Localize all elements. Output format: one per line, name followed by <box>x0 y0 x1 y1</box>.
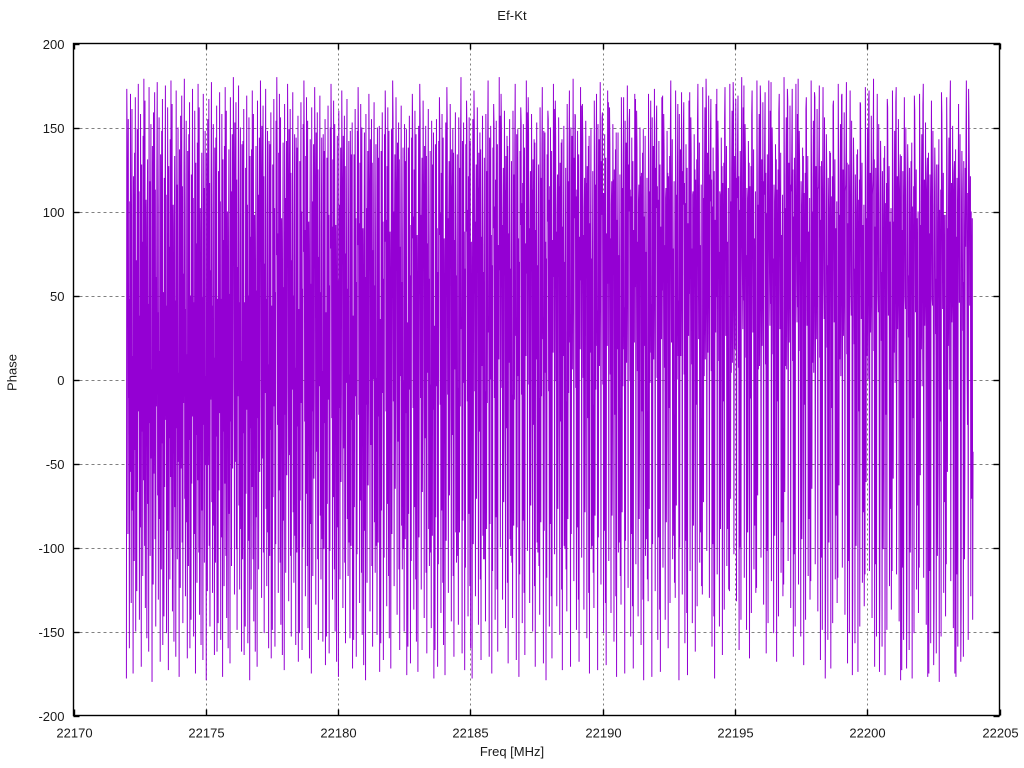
x-tick-label: 22205 <box>982 726 1018 741</box>
data-series-line <box>125 77 974 682</box>
y-tick-label: -150 <box>38 625 64 640</box>
x-tick-label: 22175 <box>188 726 224 741</box>
tick-marks-layer <box>73 43 1002 718</box>
plot-frame-border <box>72 42 1001 717</box>
x-tick-label: 22200 <box>849 726 885 741</box>
x-tick-label: 22190 <box>585 726 621 741</box>
x-tick-label: 22180 <box>320 726 356 741</box>
y-tick-label: 0 <box>57 373 64 388</box>
y-tick-label: 50 <box>50 289 64 304</box>
y-tick-label: 100 <box>43 205 65 220</box>
y-tick-labels: -200 -150 -100 -50 0 50 100 150 200 <box>38 37 64 724</box>
y-tick-label: 150 <box>43 121 65 136</box>
chart-title: Ef-Kt <box>497 8 527 23</box>
x-tick-label: 22195 <box>717 726 753 741</box>
x-tick-label: 22185 <box>452 726 488 741</box>
y-tick-label: -100 <box>38 541 64 556</box>
y-tick-label: -50 <box>46 457 65 472</box>
data-series-layer <box>125 77 974 682</box>
y-tick-label: 200 <box>43 37 65 52</box>
x-tick-label: 22170 <box>56 726 92 741</box>
y-tick-label: -200 <box>38 709 64 724</box>
y-axis-label: Phase <box>4 354 20 391</box>
x-tick-labels: 22170 22175 22180 22185 22190 22195 22200 22205 <box>56 726 1018 741</box>
x-axis-label: Freq [MHz] <box>479 744 545 759</box>
